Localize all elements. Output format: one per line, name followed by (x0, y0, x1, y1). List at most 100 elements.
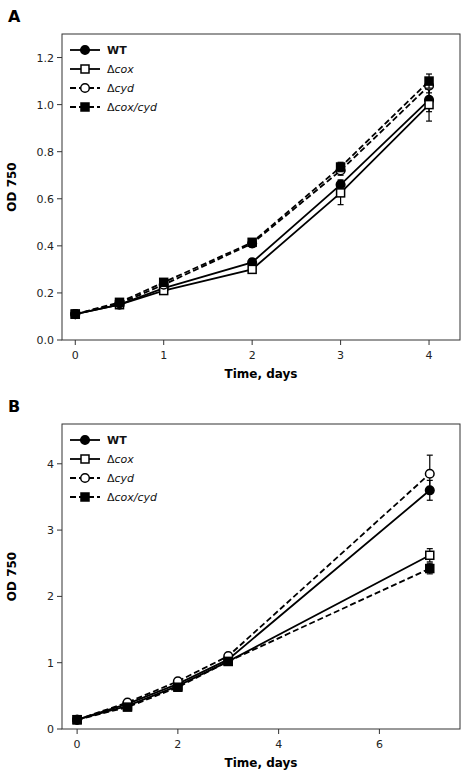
x-tick (77, 729, 78, 734)
error-cap (427, 563, 433, 564)
error-cap (338, 181, 344, 182)
data-point (73, 715, 82, 724)
x-tick (429, 340, 430, 345)
x-tick-label: 0 (74, 738, 81, 751)
error-cap (426, 73, 432, 74)
error-bar (249, 266, 255, 273)
y-tick-label: 3 (47, 524, 54, 537)
data-point (248, 265, 256, 273)
x-tick (75, 340, 76, 345)
error-cap (427, 455, 433, 456)
y-tick (57, 198, 62, 199)
x-tick (252, 340, 253, 345)
chart-panel: A012340.00.20.40.60.81.01.2Time, daysOD … (0, 0, 474, 390)
data-point (425, 101, 433, 109)
legend-marker (81, 493, 89, 501)
legend-marker (81, 436, 90, 445)
y-tick-label: 0.4 (37, 240, 55, 253)
x-axis-label: Time, days (225, 367, 298, 381)
x-tick (340, 340, 341, 345)
data-point (71, 310, 79, 318)
x-axis-label: Time, days (225, 756, 298, 770)
legend-gene: cox (115, 453, 135, 466)
y-tick-label: 1.2 (37, 52, 55, 65)
x-tick-label: 4 (426, 349, 433, 362)
y-axis-label: OD 750 (5, 552, 19, 601)
data-point (73, 715, 82, 724)
legend-gene: cox/cyd (115, 491, 159, 504)
y-tick (57, 662, 62, 663)
panel-label: A (8, 7, 21, 26)
data-point (248, 239, 257, 248)
legend-gene: cox/cyd (115, 101, 159, 114)
y-tick (57, 340, 62, 341)
y-tick (57, 104, 62, 105)
x-tick (177, 729, 178, 734)
series-line (77, 490, 430, 719)
plot-frame (62, 34, 460, 340)
error-cap (427, 548, 433, 549)
series-line (77, 474, 430, 720)
x-tick-label: 0 (72, 349, 79, 362)
error-cap (426, 88, 432, 89)
data-point (224, 657, 232, 665)
data-point (426, 565, 434, 573)
x-tick (163, 340, 164, 345)
y-tick (57, 530, 62, 531)
error-cap (426, 88, 432, 89)
data-point (426, 551, 434, 559)
data-point (115, 298, 123, 306)
error-cap (426, 120, 432, 121)
data-point (425, 77, 433, 85)
y-tick-label: 0.8 (37, 146, 55, 159)
error-bar (427, 549, 433, 562)
legend: WTΔcoxΔcydΔcox/cyd (70, 44, 158, 114)
legend-gene: cyd (115, 472, 136, 485)
plot-area (73, 455, 434, 724)
data-point (71, 310, 80, 319)
legend-label: Δcox (107, 63, 134, 76)
y-tick-label: 0.2 (37, 287, 55, 300)
error-cap (426, 92, 432, 93)
y-tick (57, 729, 62, 730)
error-cap (338, 204, 344, 205)
data-point (115, 299, 124, 308)
legend: WTΔcoxΔcydΔcox/cyd (70, 434, 158, 504)
series-line (75, 86, 429, 314)
x-tick-label: 2 (249, 349, 256, 362)
legend-marker (81, 46, 90, 55)
legend-gene: cyd (115, 82, 136, 95)
data-point (224, 657, 232, 665)
y-tick-label: 4 (47, 458, 54, 471)
data-point (73, 716, 81, 724)
x-tick-label: 6 (376, 738, 383, 751)
legend-label: Δcox/cyd (107, 101, 158, 114)
x-tick-label: 2 (174, 738, 181, 751)
plot-area (71, 74, 433, 318)
error-cap (427, 561, 433, 562)
y-axis-label: OD 750 (5, 162, 19, 211)
x-tick-label: 3 (337, 349, 344, 362)
y-tick (57, 151, 62, 152)
legend-marker (81, 103, 89, 111)
data-point (174, 683, 182, 691)
legend-marker (81, 65, 89, 73)
data-point (71, 310, 79, 318)
legend-marker (81, 474, 90, 483)
legend-label: Δcyd (107, 82, 135, 95)
x-tick-label: 1 (160, 349, 167, 362)
y-tick (57, 57, 62, 58)
error-bar (249, 239, 255, 246)
series-line (75, 100, 429, 314)
y-tick-label: 0 (47, 723, 54, 736)
legend-label: Δcox/cyd (107, 491, 158, 504)
y-tick-label: 1 (47, 657, 54, 670)
y-tick-label: 2 (47, 590, 54, 603)
data-point (160, 278, 168, 286)
y-tick (57, 463, 62, 464)
error-cap (427, 500, 433, 501)
y-tick-label: 0.6 (37, 193, 55, 206)
data-point (337, 189, 345, 197)
x-tick (379, 729, 380, 734)
y-tick-label: 0.0 (37, 334, 55, 347)
